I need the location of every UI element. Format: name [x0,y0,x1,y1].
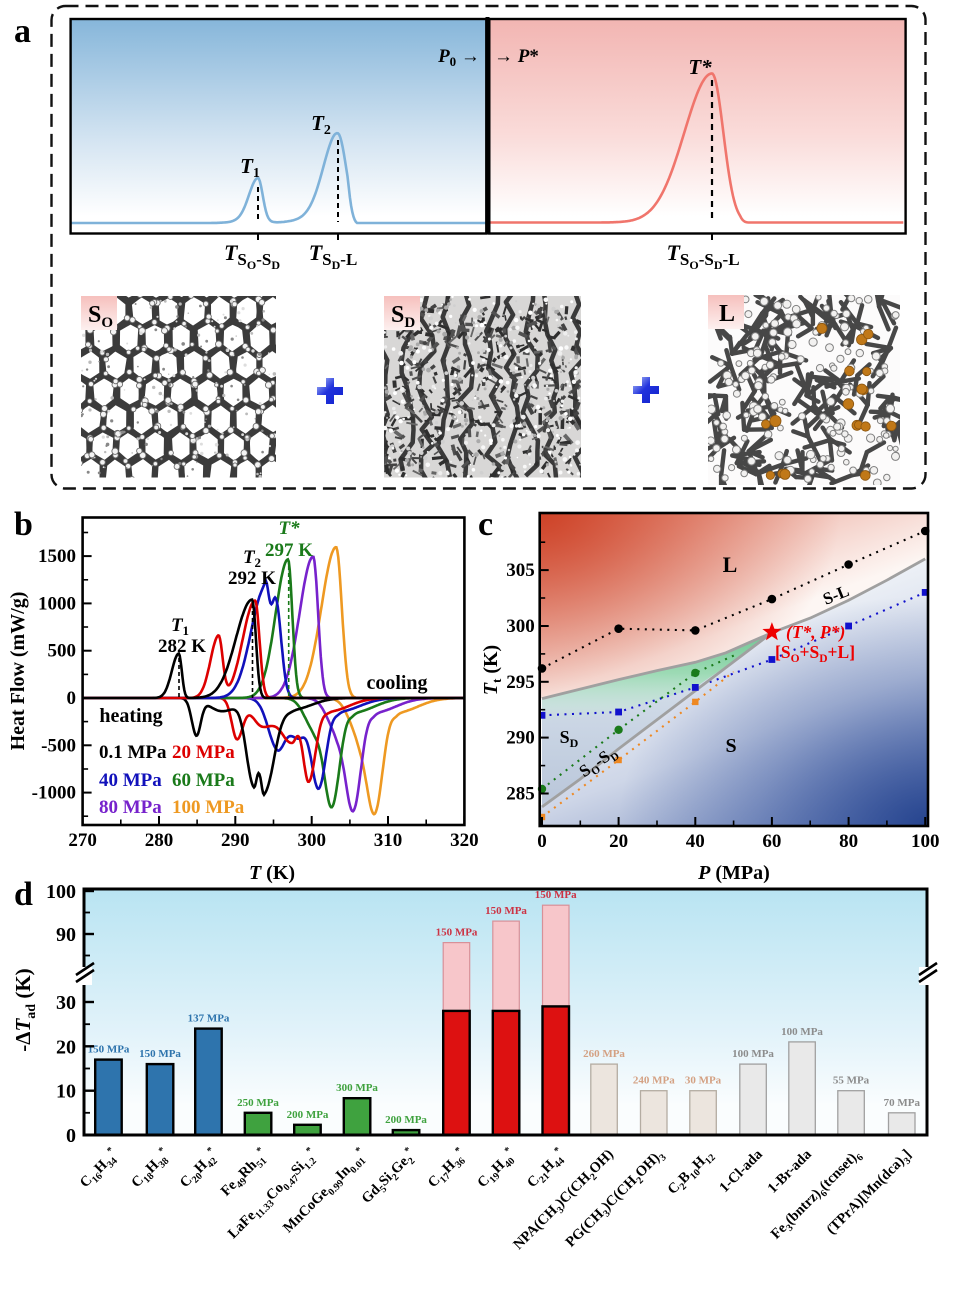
svg-text:80: 80 [839,831,858,852]
svg-text:250 MPa: 250 MPa [237,1097,279,1109]
svg-text:T*: T* [688,55,712,79]
svg-text:T1: T1 [171,615,189,638]
svg-text:c: c [478,506,493,543]
svg-text:320: 320 [450,830,479,851]
svg-text:300 MPa: 300 MPa [336,1082,378,1094]
svg-text:T (K): T (K) [249,862,295,884]
svg-text:300: 300 [297,830,326,851]
svg-text:PG(CH3)C(CH2OH)3: PG(CH3)C(CH2OH)3 [563,1147,669,1253]
svg-text:→ P*: → P* [494,46,539,67]
svg-text:L: L [719,301,735,327]
svg-text:100: 100 [911,831,940,852]
svg-text:1000: 1000 [38,593,76,614]
svg-text:40 MPa: 40 MPa [99,770,162,791]
svg-text:a: a [14,13,31,50]
svg-text:Heat Flow (mW/g): Heat Flow (mW/g) [7,592,29,751]
svg-text:TSO-SD: TSO-SD [224,240,280,272]
svg-text:L: L [723,552,738,577]
svg-text:80 MPa: 80 MPa [99,797,162,818]
svg-text:S: S [725,735,736,757]
svg-text:1-Br-ada: 1-Br-ada [765,1146,816,1197]
svg-text:150 MPa: 150 MPa [485,905,527,917]
svg-text:10: 10 [56,1081,76,1103]
svg-text:C21H44*: C21H44* [523,1145,571,1193]
svg-text:292 K: 292 K [228,568,276,589]
svg-text:20: 20 [56,1036,76,1058]
svg-text:0: 0 [67,688,77,709]
svg-text:-ΔTad (K): -ΔTad (K) [11,968,39,1051]
svg-text:P0 →: P0 → [437,46,480,69]
svg-text:C19H40*: C19H40* [473,1145,521,1193]
svg-text:30: 30 [56,992,76,1014]
svg-text:70 MPa: 70 MPa [884,1097,921,1109]
svg-text:200 MPa: 200 MPa [287,1109,329,1121]
svg-text:240 MPa: 240 MPa [633,1075,675,1087]
svg-text:d: d [14,876,33,913]
svg-text:100 MPa: 100 MPa [172,797,245,818]
svg-text:[SO+SD+L]: [SO+SD+L] [775,642,855,665]
svg-text:90: 90 [56,924,76,946]
svg-text:100 MPa: 100 MPa [732,1048,774,1060]
svg-text:0: 0 [66,1125,76,1147]
svg-text:C2B10H12: C2B10H12 [665,1147,718,1200]
svg-text:T*: T* [278,518,300,539]
svg-text:300: 300 [506,616,535,637]
svg-text:60: 60 [762,831,781,852]
svg-text:1-Cl-ada: 1-Cl-ada [716,1146,766,1196]
svg-text:-1000: -1000 [32,783,76,804]
svg-text:Tt (K): Tt (K) [480,645,504,695]
svg-text:285: 285 [506,784,535,805]
svg-text:-500: -500 [41,735,76,756]
svg-text:MnCoGe0.99In0.01*: MnCoGe0.99In0.01* [279,1145,372,1238]
svg-text:310: 310 [374,830,403,851]
svg-text:0.1 MPa: 0.1 MPa [99,742,167,763]
svg-text:(T*, P*): (T*, P*) [786,622,845,642]
svg-text:40: 40 [686,831,705,852]
svg-text:20: 20 [609,831,628,852]
svg-text:Fe3(bntrz)6(tcnset)6: Fe3(bntrz)6(tcnset)6 [768,1147,866,1245]
svg-text:137 MPa: 137 MPa [188,1013,230,1025]
svg-text:282 K: 282 K [158,636,206,657]
svg-text:C17H36*: C17H36* [424,1145,472,1193]
svg-text:100: 100 [46,881,76,903]
svg-text:305: 305 [506,560,535,581]
svg-text:150 MPa: 150 MPa [535,889,577,901]
svg-text:150 MPa: 150 MPa [88,1044,130,1056]
svg-text:297 K: 297 K [265,540,313,561]
svg-text:T2: T2 [243,547,261,570]
svg-text:LaFe11.33Co0.47Si1.2*: LaFe11.33Co0.47Si1.2* [223,1145,322,1244]
svg-text:290: 290 [506,728,535,749]
svg-text:100 MPa: 100 MPa [781,1026,823,1038]
svg-text:TSO-SD-L: TSO-SD-L [666,240,739,272]
svg-text:20 MPa: 20 MPa [172,742,235,763]
svg-text:C16H34*: C16H34* [76,1145,124,1193]
svg-text:cooling: cooling [366,672,427,694]
svg-text:270: 270 [68,830,97,851]
svg-text:295: 295 [506,672,535,693]
svg-text:500: 500 [48,641,77,662]
svg-text:C18H38*: C18H38* [127,1145,175,1193]
svg-text:150 MPa: 150 MPa [139,1048,181,1060]
svg-text:60 MPa: 60 MPa [172,770,235,791]
svg-text:TSD-L: TSD-L [309,240,358,272]
svg-text:heating: heating [99,705,162,727]
svg-text:280: 280 [145,830,174,851]
svg-text:Gd5Si2Ge2*: Gd5Si2Ge2* [357,1145,421,1209]
svg-text:P (MPa): P (MPa) [697,862,770,884]
svg-text:260 MPa: 260 MPa [583,1048,625,1060]
svg-text:150 MPa: 150 MPa [436,927,478,939]
svg-text:30 MPa: 30 MPa [685,1075,722,1087]
svg-text:290: 290 [221,830,250,851]
svg-text:0: 0 [537,831,547,852]
svg-text:b: b [14,506,33,543]
svg-text:1500: 1500 [38,546,76,567]
svg-text:C20H42*: C20H42* [176,1145,224,1193]
svg-text:55 MPa: 55 MPa [833,1075,870,1087]
svg-text:200 MPa: 200 MPa [385,1114,427,1126]
